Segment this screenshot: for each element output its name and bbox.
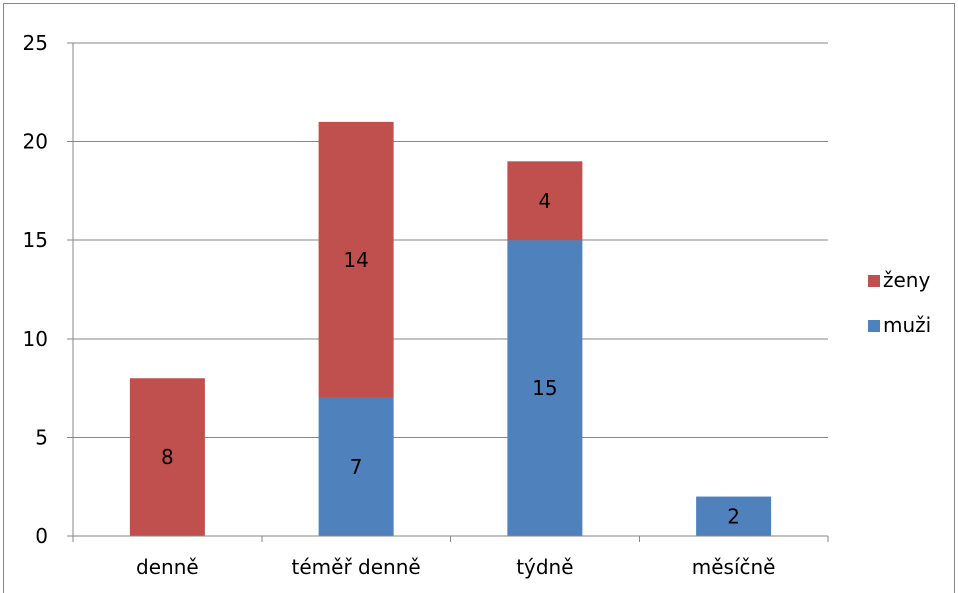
data-labels: 8 7 14 15 4 2 xyxy=(161,189,740,529)
data-label: 4 xyxy=(539,189,552,213)
bar-segment-muži xyxy=(507,240,583,536)
legend-label: muži xyxy=(883,313,931,337)
bar-segment-muži xyxy=(318,397,394,536)
data-label: 2 xyxy=(727,504,740,528)
data-label: 8 xyxy=(161,445,174,469)
y-tick-label: 10 xyxy=(23,327,48,351)
x-category-label: téměř denně xyxy=(292,555,421,579)
y-tick-label: 25 xyxy=(23,31,48,55)
legend-swatch xyxy=(868,320,880,332)
legend-swatch xyxy=(868,275,880,287)
bar-segment-ženy xyxy=(507,161,583,241)
bars xyxy=(129,121,772,536)
y-tick-label: 0 xyxy=(35,524,48,548)
data-label: 7 xyxy=(350,455,363,479)
data-label: 15 xyxy=(532,376,557,400)
bar-segment-ženy xyxy=(318,121,394,398)
x-category-label: týdně xyxy=(516,555,573,579)
data-label: 14 xyxy=(343,248,368,272)
legend-label: ženy xyxy=(883,268,930,292)
bar-segment-ženy xyxy=(129,378,205,536)
y-tick-label: 20 xyxy=(23,130,48,154)
legend: ženy muži xyxy=(868,268,931,337)
axes: 0 5 10 15 20 25 denně téměř denně týdně měsíčně xyxy=(23,31,829,579)
y-tick-label: 5 xyxy=(35,425,48,449)
x-category-label: denně xyxy=(136,555,199,579)
x-category-label: měsíčně xyxy=(692,555,776,579)
y-tick-label: 15 xyxy=(23,228,48,252)
bar-segment-muži xyxy=(696,496,772,536)
